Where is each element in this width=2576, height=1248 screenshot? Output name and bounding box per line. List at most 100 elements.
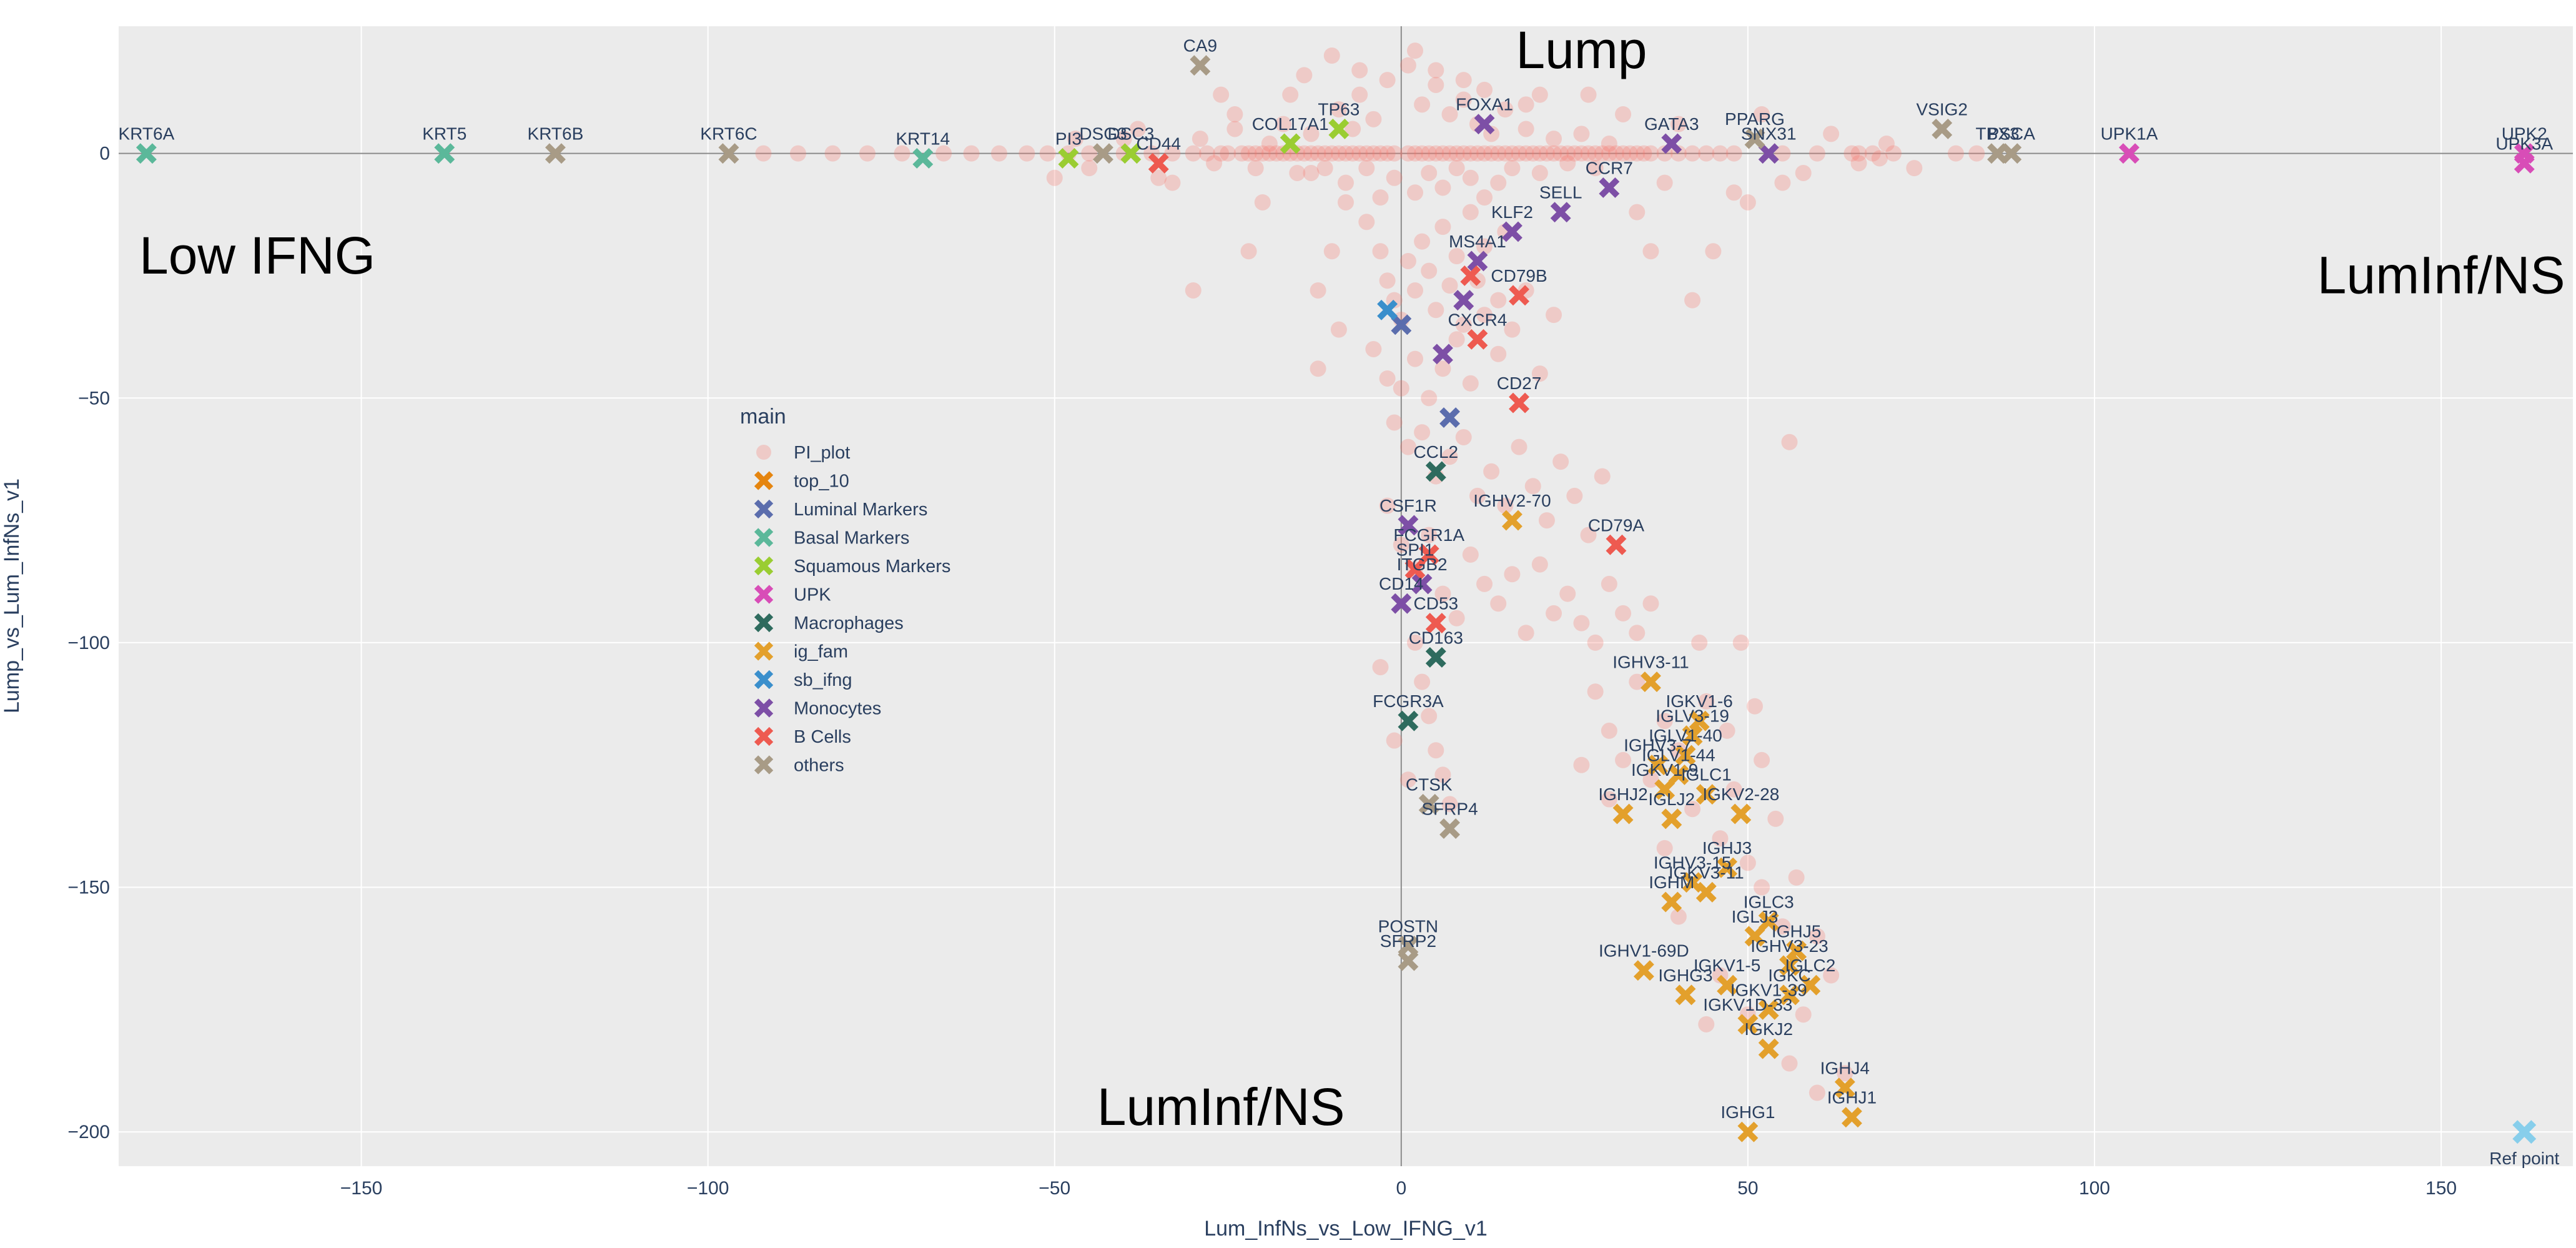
pi-plot-point bbox=[1559, 155, 1576, 172]
pi-plot-point bbox=[1871, 150, 1888, 167]
gene-label: CCR7 bbox=[1586, 158, 1633, 177]
pi-plot-point bbox=[1511, 145, 1527, 162]
pi-plot-point bbox=[1421, 390, 1438, 407]
pi-plot-point bbox=[1455, 316, 1472, 333]
pi-plot-point bbox=[1538, 512, 1555, 529]
pi-plot-point bbox=[990, 145, 1007, 162]
gene-label: IGKV2-28 bbox=[1702, 785, 1779, 804]
pi-plot-point bbox=[1684, 801, 1701, 818]
pi-plot-point bbox=[1476, 575, 1493, 592]
gene-marker bbox=[1661, 808, 1682, 830]
gene-label: CD163 bbox=[1409, 628, 1463, 647]
gene-label: IGKJ2 bbox=[1744, 1019, 1793, 1039]
gene-marker bbox=[2514, 152, 2535, 174]
pi-plot-point bbox=[789, 145, 806, 162]
gene-marker bbox=[1190, 55, 1211, 76]
pi-plot-point bbox=[1198, 145, 1215, 162]
gene-label: KRT6A bbox=[119, 124, 175, 144]
pi-plot-point bbox=[1441, 106, 1458, 122]
legend-swatch bbox=[754, 471, 774, 490]
pi-plot-point bbox=[1531, 556, 1548, 573]
gene-marker bbox=[1467, 250, 1488, 272]
pi-plot-point bbox=[1330, 145, 1347, 162]
legend-item-label: B Cells bbox=[794, 727, 851, 747]
pi-plot-point bbox=[1698, 1016, 1715, 1033]
pi-plot-point bbox=[1698, 693, 1715, 710]
pi-plot-point bbox=[1455, 145, 1472, 162]
pi-plot-point bbox=[1573, 756, 1590, 773]
pi-plot-point bbox=[1448, 160, 1465, 177]
ref-point-marker bbox=[2512, 1120, 2537, 1144]
gene-marker bbox=[1606, 534, 1627, 555]
pi-plot-point bbox=[1469, 487, 1486, 504]
gene-marker bbox=[1800, 974, 1821, 996]
pi-plot-point bbox=[1462, 375, 1479, 392]
gene-marker bbox=[1501, 221, 1522, 242]
gene-marker bbox=[1758, 1038, 1779, 1059]
pi-plot-point bbox=[1428, 302, 1444, 319]
gene-label: IGHJ4 bbox=[1820, 1059, 1870, 1078]
pi-plot-point bbox=[1386, 414, 1403, 431]
pi-plot-point bbox=[1483, 145, 1500, 162]
pi-plot-point bbox=[824, 145, 841, 162]
gene-label: KRT5 bbox=[422, 124, 466, 144]
gene-marker bbox=[1682, 725, 1703, 746]
pi-plot-point bbox=[1725, 184, 1742, 201]
gene-marker bbox=[1550, 202, 1571, 223]
pi-plot-point bbox=[1289, 164, 1306, 181]
y-tick-label: 0 bbox=[99, 144, 110, 164]
pi-plot-point bbox=[1206, 155, 1223, 172]
gene-marker bbox=[1744, 926, 1765, 947]
pi-plot-point bbox=[1490, 174, 1507, 191]
pi-plot-point bbox=[1739, 854, 1756, 871]
pi-plot-point bbox=[1504, 160, 1521, 177]
pi-plot-point bbox=[1407, 184, 1424, 201]
pi-plot-point bbox=[1885, 145, 1902, 162]
pi-plot-point bbox=[1587, 683, 1604, 700]
pi-plot-point bbox=[1448, 331, 1465, 348]
legend-item-label: ig_fam bbox=[794, 642, 848, 662]
gene-marker bbox=[1758, 911, 1779, 932]
gene-label: IGLV3-19 bbox=[1656, 706, 1729, 726]
gene-marker bbox=[1758, 999, 1779, 1020]
pi-plot-point bbox=[1351, 145, 1368, 162]
gene-label: CD79A bbox=[1588, 515, 1645, 535]
pi-plot-point bbox=[1296, 67, 1313, 84]
pi-plot-point bbox=[1455, 72, 1472, 89]
gene-marker bbox=[1148, 152, 1169, 174]
x-tick-label: −150 bbox=[340, 1178, 383, 1199]
pi-plot-point bbox=[1850, 145, 1867, 162]
pi-plot-point bbox=[1330, 321, 1347, 338]
gene-marker bbox=[136, 143, 157, 164]
pi-plot-point bbox=[1338, 145, 1354, 162]
pi-plot-point bbox=[1407, 634, 1424, 651]
gene-marker bbox=[1779, 984, 1800, 1006]
legend-item-label: Luminal Markers bbox=[794, 500, 927, 520]
gene-marker bbox=[1058, 148, 1079, 169]
gene-label: IGHJ5 bbox=[1772, 921, 1821, 941]
gene-marker bbox=[1509, 392, 1529, 414]
pi-plot-point bbox=[1622, 145, 1639, 162]
gene-label: IGHM bbox=[1649, 873, 1694, 892]
pi-plot-point bbox=[1712, 830, 1729, 847]
pi-plot-point bbox=[1351, 62, 1368, 79]
gene-marker bbox=[1411, 573, 1433, 595]
pi-plot-point bbox=[1725, 781, 1742, 798]
pi-plot-point bbox=[1323, 145, 1340, 162]
legend-item-label: others bbox=[794, 756, 844, 776]
pi-plot-point bbox=[1573, 126, 1590, 142]
pi-plot-point bbox=[1282, 86, 1299, 103]
pi-plot-point bbox=[1767, 810, 1784, 827]
legend-item-label: Basal Markers bbox=[794, 528, 909, 548]
x-tick-label: 50 bbox=[1737, 1178, 1758, 1199]
pi-plot-point bbox=[1642, 145, 1659, 162]
pi-plot-point bbox=[1441, 277, 1458, 294]
legend-swatch bbox=[754, 528, 774, 547]
pi-plot-point bbox=[1379, 370, 1396, 387]
pi-plot-point bbox=[1303, 145, 1320, 162]
pi-plot-point bbox=[1511, 438, 1527, 455]
pi-plot-point bbox=[1878, 135, 1895, 152]
gene-marker bbox=[1280, 133, 1301, 154]
gene-marker bbox=[1453, 290, 1474, 311]
